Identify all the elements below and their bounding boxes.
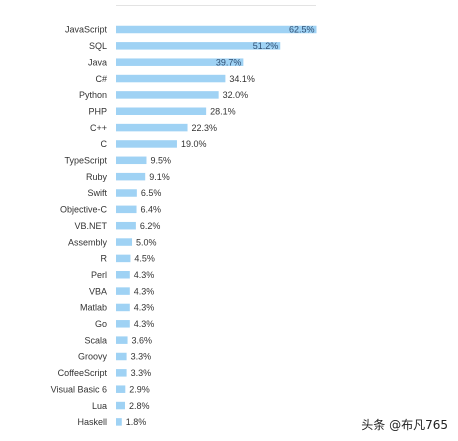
value-label: 6.5% bbox=[141, 188, 162, 198]
category-label: Visual Basic 6 bbox=[51, 384, 107, 394]
bar bbox=[116, 58, 244, 66]
bar bbox=[116, 189, 137, 197]
category-label: Haskell bbox=[77, 417, 107, 427]
bar bbox=[116, 238, 133, 246]
bar bbox=[116, 221, 136, 230]
watermark: 头条 @布凡765 bbox=[361, 416, 448, 433]
value-label: 2.9% bbox=[129, 384, 150, 394]
value-label: 9.1% bbox=[149, 172, 170, 182]
bar bbox=[116, 369, 127, 377]
value-label: 9.5% bbox=[150, 156, 171, 166]
bar bbox=[116, 25, 317, 34]
value-label: 28.1% bbox=[210, 106, 236, 116]
category-label: C bbox=[101, 139, 108, 149]
bar bbox=[116, 271, 130, 279]
value-label: 3.6% bbox=[132, 335, 153, 345]
bar bbox=[116, 91, 219, 99]
bar bbox=[116, 320, 130, 328]
value-label: 3.3% bbox=[131, 352, 152, 362]
category-label: VBA bbox=[89, 286, 107, 296]
category-label: Assembly bbox=[68, 237, 108, 247]
value-label: 6.2% bbox=[140, 221, 161, 231]
bar bbox=[116, 74, 226, 83]
value-label: 34.1% bbox=[229, 74, 255, 84]
category-label: TypeScript bbox=[64, 156, 107, 166]
category-label: C++ bbox=[90, 123, 107, 133]
category-label: SQL bbox=[89, 41, 107, 51]
category-label: Matlab bbox=[80, 303, 107, 313]
category-label: Lua bbox=[92, 401, 107, 411]
bar bbox=[116, 254, 131, 263]
value-label: 4.3% bbox=[134, 270, 155, 280]
bar bbox=[116, 205, 137, 214]
bar bbox=[116, 303, 130, 312]
value-label: 39.7% bbox=[216, 57, 242, 67]
category-label: R bbox=[101, 254, 108, 264]
bar bbox=[116, 42, 281, 50]
value-label: 32.0% bbox=[223, 90, 249, 100]
value-label: 4.3% bbox=[134, 286, 155, 296]
value-label: 22.3% bbox=[192, 123, 218, 133]
bar bbox=[116, 401, 125, 410]
bar bbox=[116, 336, 128, 344]
category-label: JavaScript bbox=[65, 25, 108, 35]
bar bbox=[116, 385, 126, 393]
value-label: 3.3% bbox=[131, 368, 152, 378]
value-label: 2.8% bbox=[129, 401, 150, 411]
top-divider bbox=[116, 5, 316, 6]
value-label: 4.3% bbox=[134, 319, 155, 329]
category-label: PHP bbox=[88, 106, 107, 116]
bar bbox=[116, 287, 130, 295]
value-label: 19.0% bbox=[181, 139, 207, 149]
value-label: 1.8% bbox=[126, 417, 147, 427]
category-label: Python bbox=[79, 90, 107, 100]
category-label: Java bbox=[88, 57, 107, 67]
category-label: Objective-C bbox=[60, 205, 108, 215]
category-label: Go bbox=[95, 319, 107, 329]
bar bbox=[116, 140, 177, 148]
category-label: Perl bbox=[91, 270, 107, 280]
bar bbox=[116, 107, 207, 115]
bar bbox=[116, 352, 127, 361]
category-label: VB.NET bbox=[74, 221, 107, 231]
category-label: C# bbox=[95, 74, 107, 84]
category-label: CoffeeScript bbox=[58, 368, 108, 378]
value-label: 51.2% bbox=[253, 41, 279, 51]
value-label: 62.5% bbox=[289, 25, 315, 35]
value-label: 4.5% bbox=[134, 254, 155, 264]
bar bbox=[116, 418, 122, 426]
value-label: 5.0% bbox=[136, 237, 157, 247]
category-label: Ruby bbox=[86, 172, 108, 182]
category-label: Swift bbox=[87, 188, 107, 198]
category-label: Scala bbox=[84, 335, 107, 345]
bar bbox=[116, 123, 188, 132]
category-label: Groovy bbox=[78, 352, 108, 362]
value-label: 6.4% bbox=[141, 205, 162, 215]
value-label: 4.3% bbox=[134, 303, 155, 313]
bar bbox=[116, 172, 146, 181]
bar bbox=[116, 156, 147, 165]
